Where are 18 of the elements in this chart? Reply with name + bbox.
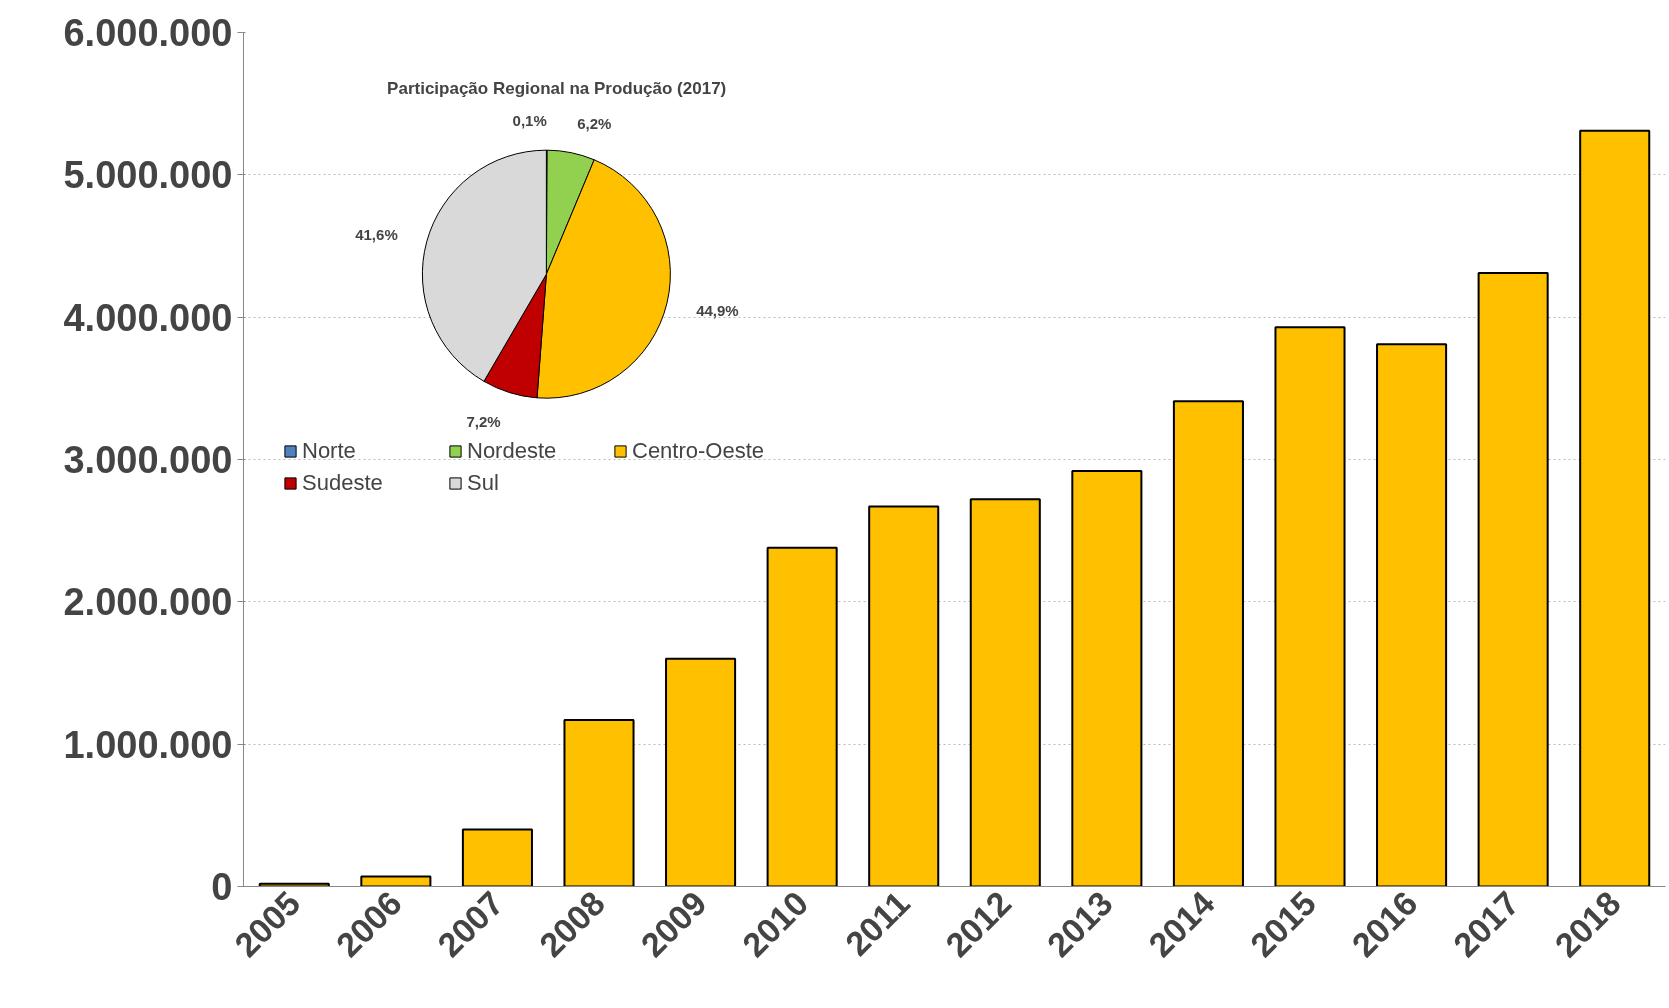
data-label: 44,9% <box>696 301 739 319</box>
y-tick-label: 0 <box>211 866 233 908</box>
y-tick-label: 1.000.000 <box>63 723 233 766</box>
y-tick-label: 2.000.000 <box>63 581 233 624</box>
data-label: 0,1% <box>512 111 547 129</box>
legend-label: Sul <box>467 470 500 496</box>
data-label: 7,2% <box>466 412 501 430</box>
legend-label: Norte <box>302 438 357 464</box>
y-tick-label: 6.000.000 <box>63 12 233 54</box>
legend-label: Nordeste <box>467 438 558 464</box>
y-tick-label: 3.000.000 <box>63 439 233 481</box>
legend-label: Centro-Oeste <box>632 438 766 464</box>
data-label: 41,6% <box>355 225 398 243</box>
chart-title: Participação Regional na Produção (2017) <box>387 78 727 98</box>
legend-label: Sudeste <box>302 470 384 496</box>
data-label: 6,2% <box>577 114 612 132</box>
y-tick-label: 4.000.000 <box>63 296 233 339</box>
y-tick-label: 5.000.000 <box>63 154 233 197</box>
